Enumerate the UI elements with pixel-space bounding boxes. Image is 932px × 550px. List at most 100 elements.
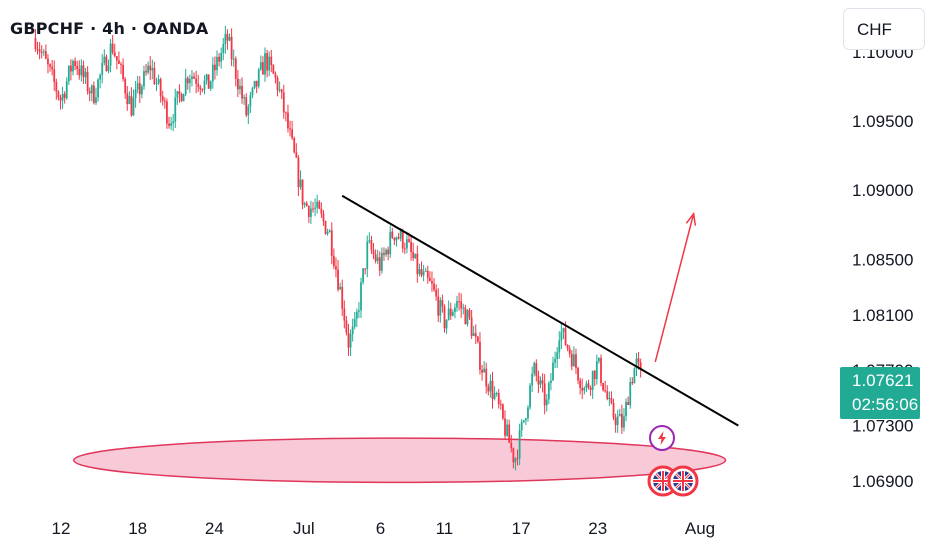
candle — [537, 370, 540, 394]
candle — [239, 78, 241, 95]
candle — [312, 201, 314, 213]
x-tick-label: 11 — [436, 519, 454, 538]
candle — [255, 80, 258, 94]
candle — [282, 84, 285, 119]
x-tick-label: Jul — [293, 519, 315, 538]
candle — [508, 419, 511, 443]
candle — [412, 242, 415, 261]
candle — [253, 80, 256, 90]
candle — [335, 257, 337, 278]
candle — [566, 344, 569, 352]
candle — [214, 56, 216, 80]
candle — [562, 327, 565, 340]
x-tick-label: 18 — [128, 519, 147, 538]
drawings-layer — [341, 194, 739, 427]
candle — [495, 391, 498, 397]
candle — [366, 235, 369, 278]
candle — [568, 345, 571, 358]
candle — [424, 267, 427, 272]
candle — [216, 50, 218, 76]
candle — [351, 318, 354, 342]
candle — [631, 377, 634, 386]
candle — [481, 364, 483, 381]
resistance-trendline[interactable] — [341, 194, 739, 427]
symbol-title[interactable]: GBPCHF · 4h · OANDA — [10, 19, 209, 38]
candle — [157, 74, 160, 85]
candle — [193, 72, 195, 80]
candle — [38, 42, 41, 60]
candle — [524, 417, 527, 426]
candle — [107, 59, 110, 74]
candle — [262, 56, 264, 75]
candle — [105, 54, 108, 72]
candle — [74, 57, 76, 71]
candle — [109, 38, 112, 73]
candle — [332, 248, 335, 270]
candle — [191, 70, 193, 87]
lightning-icon[interactable] — [649, 425, 675, 451]
candle — [284, 111, 287, 122]
event-icons-layer — [647, 425, 699, 497]
candle — [143, 65, 145, 90]
candle — [67, 65, 70, 85]
y-tick-label: 1.08100 — [852, 306, 913, 325]
candle — [600, 354, 602, 387]
candle — [128, 91, 131, 105]
candle — [395, 236, 398, 247]
candle — [554, 351, 556, 369]
candle — [159, 77, 162, 103]
candle — [535, 359, 538, 382]
candle — [527, 405, 529, 422]
candle — [372, 243, 375, 260]
candle — [610, 391, 613, 405]
candle — [232, 49, 235, 67]
candle — [426, 265, 429, 284]
candle — [343, 300, 346, 329]
candle — [126, 85, 129, 111]
candle — [514, 457, 517, 471]
candle — [166, 98, 168, 129]
candle — [195, 70, 198, 94]
candle — [483, 360, 486, 373]
candle — [510, 434, 513, 453]
candle — [49, 63, 51, 72]
bar-countdown: 02:56:06 — [852, 395, 919, 414]
candle — [86, 66, 89, 95]
candle — [593, 369, 596, 387]
candle — [558, 331, 561, 359]
candle — [111, 35, 114, 55]
candle — [140, 84, 143, 99]
candle — [583, 386, 586, 395]
candle — [95, 87, 97, 106]
candle — [443, 304, 446, 333]
candle — [295, 143, 298, 159]
candle — [472, 325, 475, 337]
candle — [272, 64, 275, 75]
candle — [439, 297, 442, 323]
candle — [88, 87, 91, 102]
candle — [512, 447, 515, 469]
candle — [487, 383, 490, 396]
candle — [243, 94, 246, 106]
candle — [97, 78, 99, 102]
candle — [209, 80, 212, 92]
candle — [451, 309, 454, 317]
projection-arrow[interactable] — [654, 213, 695, 363]
uk-flag-icon[interactable] — [667, 465, 699, 497]
candle — [76, 60, 79, 75]
candle — [207, 74, 210, 89]
candle — [493, 386, 496, 401]
candle — [161, 90, 164, 106]
candle — [612, 398, 615, 421]
candle — [577, 366, 579, 385]
currency-button[interactable]: CHF — [843, 8, 925, 50]
candle — [205, 73, 208, 85]
candle — [61, 86, 64, 110]
candle — [591, 370, 594, 399]
support-zone-ellipse[interactable] — [73, 437, 727, 484]
candle — [241, 77, 243, 104]
candle — [326, 228, 329, 236]
candle — [401, 228, 404, 253]
candle — [274, 71, 277, 84]
